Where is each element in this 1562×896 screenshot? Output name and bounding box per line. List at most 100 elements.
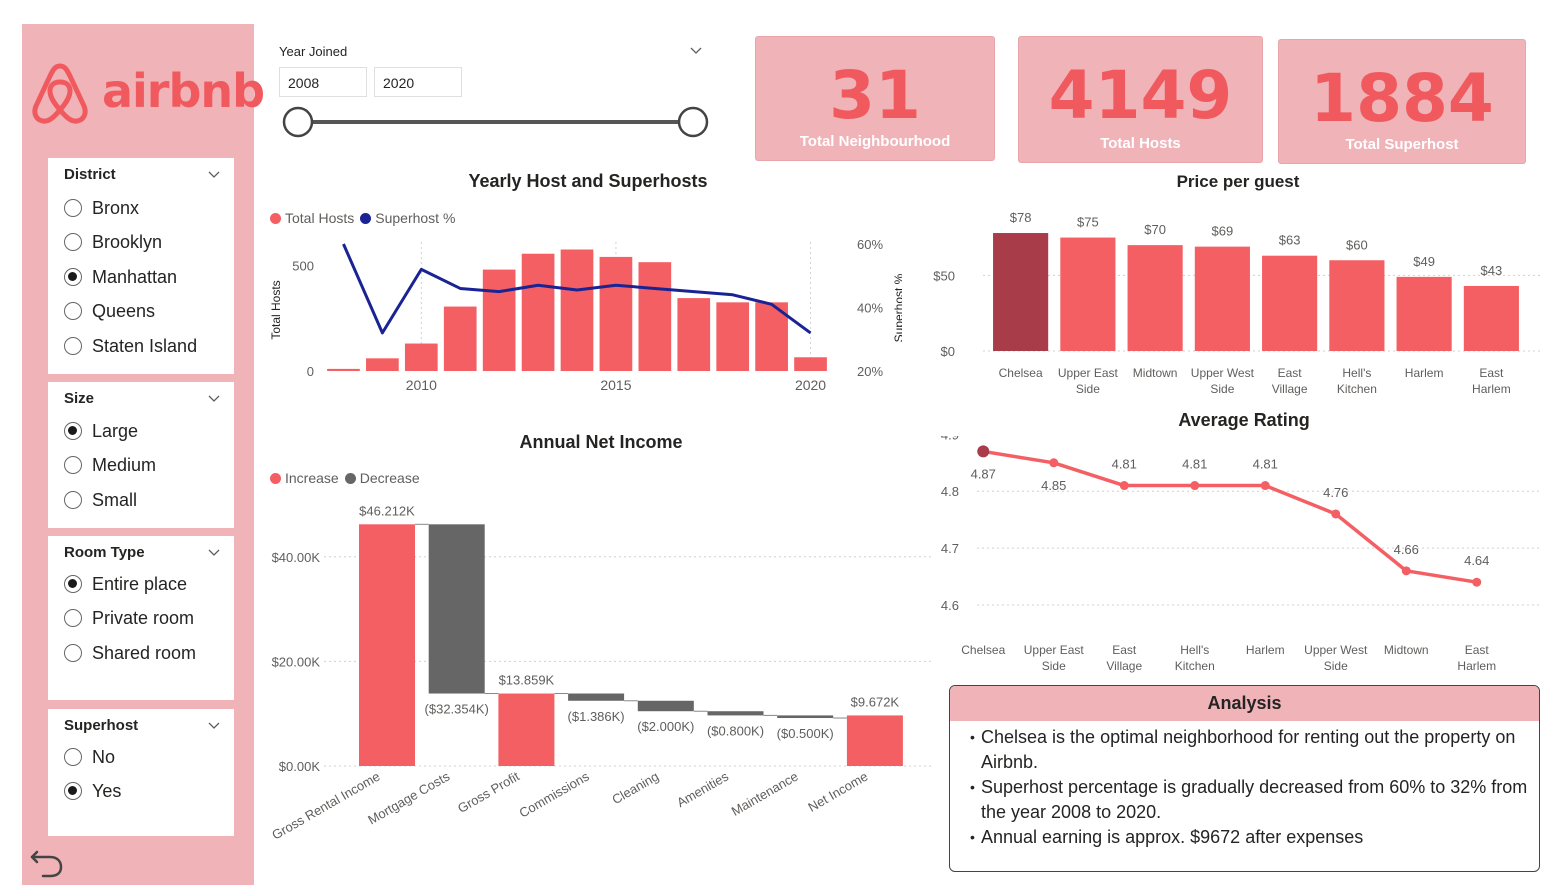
rating-point [1190,481,1199,490]
price-chart-title: Price per guest [1090,172,1386,192]
kpi-value: 4149 [1019,57,1262,134]
size-option-large[interactable]: Large [64,419,138,443]
x-tick-label: East Village [1272,366,1308,396]
yearly-chart-legend: Total Hosts Superhost % [270,210,461,226]
bar-total-hosts [677,298,710,371]
legend-item-increase[interactable]: Increase [270,470,339,486]
y-tick-label: 4.6 [941,598,959,613]
chevron-down-icon[interactable] [208,168,220,180]
radio-button-selected[interactable] [64,575,82,593]
radio-button[interactable] [64,644,82,662]
radio-button[interactable] [64,199,82,217]
brand-name: airbnb [102,64,264,118]
kpi-label: Total Neighbourhood [756,133,994,150]
size-option-small[interactable]: Small [64,488,137,512]
year-range-slider[interactable] [280,104,712,140]
superhost-option-no[interactable]: No [64,745,115,769]
bar-total-hosts [483,270,516,371]
radio-button-selected[interactable] [64,268,82,286]
room-type-option-shared-room[interactable]: Shared room [64,641,196,665]
rating-point [1261,481,1270,490]
size-slicer-title: Size [64,390,94,407]
data-label: 4.64 [1464,553,1489,568]
room-type-slicer-title: Room Type [64,544,145,561]
x-tick-label: Commissions [517,768,592,820]
data-label: $63 [1279,233,1301,248]
district-option-bronx[interactable]: Bronx [64,196,139,220]
legend-dot [360,213,371,224]
income-chart-title: Annual Net Income [451,432,751,453]
radio-button[interactable] [64,456,82,474]
bar-total-hosts [327,369,360,371]
x-tick-label: Upper West Side [1304,643,1368,673]
x-tick-label: Upper East Side [1024,643,1085,673]
kpi-value: 31 [756,57,994,134]
x-tick-label: Harlem [1405,366,1444,380]
yearly-chart-title: Yearly Host and Superhosts [420,171,756,192]
undo-arrow-icon[interactable] [28,842,66,880]
legend-item-decrease[interactable]: Decrease [345,470,420,486]
x-tick-label: Gross Profit [455,768,522,815]
data-label: ($0.800K) [707,723,764,738]
district-option-queens[interactable]: Queens [64,299,155,323]
legend-item-superhost-pct[interactable]: Superhost % [360,210,455,226]
chevron-down-icon[interactable] [208,719,220,731]
superhost-slicer-title: Superhost [64,717,138,734]
x-tick-label: Hell's Kitchen [1175,643,1215,673]
radio-button-selected[interactable] [64,782,82,800]
room-type-option-private-room[interactable]: Private room [64,606,194,630]
radio-button[interactable] [64,609,82,627]
superhost-slicer: Superhost No Yes [48,709,234,836]
bar-total-hosts [522,254,555,371]
analysis-point: Superhost percentage is gradually decrea… [970,775,1531,825]
radio-button[interactable] [64,491,82,509]
data-label: $78 [1010,210,1032,225]
radio-button-selected[interactable] [64,422,82,440]
y-tick-label: 0 [307,364,314,379]
slider-handle-end[interactable] [679,108,707,136]
x-tick-label: Net Income [805,769,870,815]
bar-price [993,233,1048,351]
x-tick-label: Upper East Side [1058,366,1119,396]
district-option-staten-island[interactable]: Staten Island [64,334,197,358]
radio-button[interactable] [64,748,82,766]
district-option-manhattan[interactable]: Manhattan [64,265,177,289]
y-tick-label: $50 [933,268,955,283]
chevron-down-icon[interactable] [690,44,702,56]
chevron-down-icon[interactable] [208,546,220,558]
district-option-brooklyn[interactable]: Brooklyn [64,230,162,254]
rating-point [1049,458,1058,467]
year-to-input[interactable]: 2020 [374,67,462,97]
y-tick-label: 4.9 [941,436,959,442]
year-from-input[interactable]: 2008 [279,67,367,97]
slider-handle-start[interactable] [284,108,312,136]
bar-total-hosts [405,344,438,371]
data-label: $70 [1144,222,1166,237]
room-type-option-entire-place[interactable]: Entire place [64,572,187,596]
data-label: 4.81 [1253,457,1278,472]
data-label: $49 [1413,254,1435,269]
district-slicer: District Bronx Brooklyn Manhattan Queens… [48,158,234,374]
y-tick-label: 4.8 [941,484,959,499]
chevron-down-icon[interactable] [208,392,220,404]
data-label: $9.672K [851,694,900,709]
data-label: ($0.500K) [777,726,834,741]
data-label: $75 [1077,215,1099,230]
data-label: ($2.000K) [637,719,694,734]
rating-chart-title: Average Rating [1094,410,1394,431]
data-label: $13.859K [499,673,555,688]
y2-tick-label: 40% [857,301,883,316]
radio-button[interactable] [64,337,82,355]
x-tick-label: Maintenance [729,769,801,819]
superhost-option-yes[interactable]: Yes [64,779,121,803]
y-axis-title: Total Hosts [269,280,283,339]
legend-item-total-hosts[interactable]: Total Hosts [270,210,354,226]
radio-button[interactable] [64,302,82,320]
bar-price [1397,277,1452,351]
rating-point [977,445,989,457]
size-option-medium[interactable]: Medium [64,453,156,477]
rating-point [1402,566,1411,575]
airbnb-belo-icon [28,58,92,126]
waterfall-bar [429,524,485,693]
radio-button[interactable] [64,233,82,251]
